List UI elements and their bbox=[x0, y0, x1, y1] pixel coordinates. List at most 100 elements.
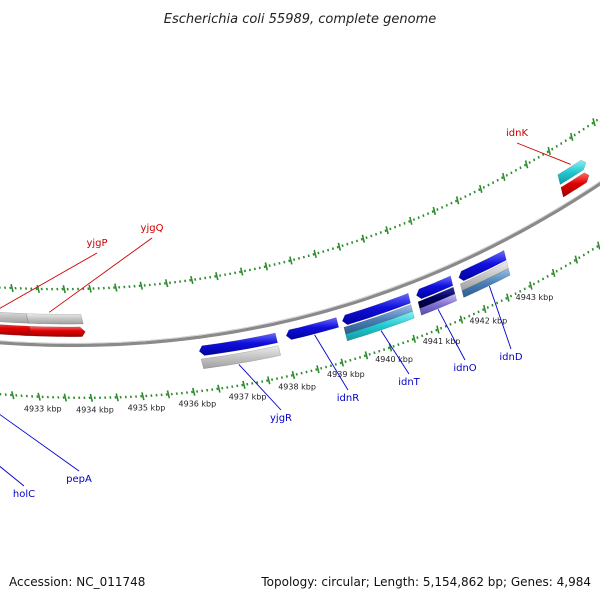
minor-tick-outer bbox=[76, 287, 80, 291]
minor-tick-inner bbox=[458, 318, 461, 322]
minor-tick-inner bbox=[569, 261, 572, 265]
major-tick-outer bbox=[10, 283, 14, 293]
minor-tick-outer bbox=[533, 158, 536, 162]
minor-tick-inner bbox=[275, 377, 279, 380]
minor-tick-outer bbox=[268, 264, 271, 267]
minor-tick-outer bbox=[510, 171, 513, 175]
gene-block-idnD-blue bbox=[458, 250, 507, 282]
minor-tick-outer bbox=[582, 127, 585, 131]
minor-tick-outer bbox=[143, 284, 146, 287]
minor-tick-inner bbox=[500, 299, 503, 303]
gene-leader-line bbox=[380, 330, 410, 375]
minor-tick-outer bbox=[464, 195, 467, 198]
tick-label: 4942 kbp bbox=[470, 316, 508, 325]
minor-tick-inner bbox=[109, 396, 112, 399]
gene-block-yjgP-gray bbox=[0, 311, 29, 324]
minor-tick-inner bbox=[36, 395, 39, 398]
minor-tick-inner bbox=[201, 389, 204, 393]
minor-tick-inner bbox=[140, 394, 143, 398]
major-tick-inner bbox=[597, 241, 600, 250]
gene-label-idnK: idnK bbox=[506, 128, 528, 139]
minor-tick-outer bbox=[519, 166, 522, 170]
major-tick-outer bbox=[88, 284, 92, 293]
minor-tick-inner bbox=[290, 374, 293, 377]
major-tick-outer bbox=[139, 281, 144, 290]
minor-tick-inner bbox=[231, 385, 234, 389]
minor-tick-inner bbox=[52, 395, 55, 399]
minor-tick-inner bbox=[354, 357, 357, 361]
minor-tick-inner bbox=[532, 282, 535, 286]
minor-tick-inner bbox=[98, 396, 102, 400]
minor-tick-inner bbox=[72, 396, 76, 400]
minor-tick-outer bbox=[133, 284, 136, 288]
tick-label: 4940 kbp bbox=[375, 355, 413, 364]
minor-tick-inner bbox=[315, 368, 318, 371]
minor-tick-outer bbox=[478, 188, 481, 192]
minor-tick-inner bbox=[435, 328, 438, 332]
major-tick-outer bbox=[592, 118, 596, 127]
major-tick-inner bbox=[340, 358, 345, 367]
minor-tick-outer bbox=[412, 218, 416, 221]
minor-tick-outer bbox=[394, 225, 397, 229]
major-tick-inner bbox=[436, 325, 440, 334]
minor-tick-outer bbox=[66, 287, 69, 291]
minor-tick-outer bbox=[445, 203, 448, 207]
major-tick-inner bbox=[482, 304, 487, 314]
minor-tick-inner bbox=[421, 334, 424, 338]
gene-leader-line bbox=[0, 252, 98, 309]
minor-tick-inner bbox=[387, 346, 390, 350]
minor-tick-inner bbox=[416, 336, 419, 339]
minor-tick-inner bbox=[514, 292, 517, 296]
minor-tick-outer bbox=[455, 199, 458, 203]
minor-tick-inner bbox=[300, 371, 303, 375]
minor-tick-inner bbox=[463, 316, 466, 320]
major-tick-outer bbox=[337, 242, 342, 251]
minor-tick-outer bbox=[389, 227, 392, 231]
gene-block-yjgR-gray bbox=[200, 345, 282, 369]
gene-label-pepA: pepA bbox=[66, 474, 92, 485]
minor-tick-outer bbox=[194, 278, 197, 281]
minor-tick-inner bbox=[546, 275, 549, 278]
minor-tick-inner bbox=[578, 256, 581, 260]
minor-tick-inner bbox=[67, 396, 70, 400]
accession-text: Accession: NC_011748 bbox=[9, 575, 146, 589]
major-tick-inner bbox=[267, 376, 271, 385]
minor-tick-outer bbox=[3, 286, 7, 290]
minor-tick-inner bbox=[482, 308, 485, 312]
gene-leader-line bbox=[516, 142, 571, 165]
gene-block-idnD-steel bbox=[461, 268, 511, 298]
minor-tick-outer bbox=[97, 286, 100, 290]
minor-tick-outer bbox=[248, 268, 251, 272]
minor-tick-inner bbox=[555, 269, 558, 273]
minor-tick-outer bbox=[482, 186, 485, 189]
major-tick-outer bbox=[524, 160, 529, 169]
minor-tick-outer bbox=[258, 266, 261, 270]
minor-tick-inner bbox=[358, 355, 362, 359]
gene-block-idnR-blue bbox=[285, 317, 340, 340]
track-layer bbox=[0, 180, 600, 347]
gene-block-yjgQ-gray bbox=[25, 313, 84, 325]
minor-tick-inner bbox=[449, 322, 452, 326]
minor-tick-inner bbox=[496, 301, 499, 305]
minor-tick-inner bbox=[295, 372, 298, 376]
minor-tick-outer bbox=[199, 277, 202, 281]
major-tick-inner bbox=[459, 315, 464, 324]
major-tick-outer bbox=[547, 146, 551, 156]
minor-tick-inner bbox=[334, 363, 337, 366]
minor-tick-inner bbox=[564, 264, 567, 268]
minor-tick-inner bbox=[486, 306, 489, 309]
minor-tick-outer bbox=[168, 281, 172, 285]
minor-tick-outer bbox=[379, 231, 382, 234]
major-tick-outer bbox=[190, 275, 194, 285]
minor-tick-inner bbox=[83, 396, 86, 400]
minor-tick-inner bbox=[444, 324, 447, 328]
major-tick-outer bbox=[313, 249, 317, 258]
minor-tick-outer bbox=[118, 285, 121, 289]
minor-tick-inner bbox=[541, 277, 545, 281]
minor-tick-inner bbox=[25, 394, 28, 398]
minor-tick-outer bbox=[153, 283, 156, 286]
minor-tick-outer bbox=[113, 286, 116, 289]
minor-tick-outer bbox=[128, 285, 131, 288]
major-tick-inner bbox=[166, 390, 171, 399]
